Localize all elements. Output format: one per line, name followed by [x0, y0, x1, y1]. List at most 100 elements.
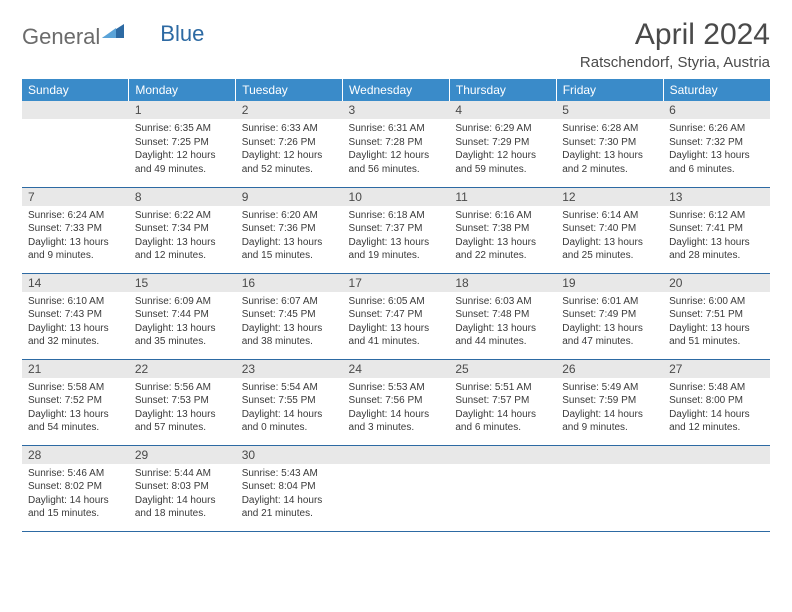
- calendar-cell: [663, 445, 770, 531]
- logo-text-general: General: [22, 24, 100, 50]
- calendar-cell: 14Sunrise: 6:10 AMSunset: 7:43 PMDayligh…: [22, 273, 129, 359]
- calendar-cell: 28Sunrise: 5:46 AMSunset: 8:02 PMDayligh…: [22, 445, 129, 531]
- day-number: 10: [343, 188, 450, 206]
- logo-text-blue: Blue: [160, 21, 204, 47]
- calendar-cell: 26Sunrise: 5:49 AMSunset: 7:59 PMDayligh…: [556, 359, 663, 445]
- day-number: 8: [129, 188, 236, 206]
- day-info: Sunrise: 6:05 AMSunset: 7:47 PMDaylight:…: [343, 292, 450, 353]
- day-info: Sunrise: 5:51 AMSunset: 7:57 PMDaylight:…: [449, 378, 556, 439]
- weekday-header: Wednesday: [343, 79, 450, 101]
- day-info: Sunrise: 6:31 AMSunset: 7:28 PMDaylight:…: [343, 119, 450, 180]
- day-number: 21: [22, 360, 129, 378]
- day-number: 22: [129, 360, 236, 378]
- calendar-cell: 16Sunrise: 6:07 AMSunset: 7:45 PMDayligh…: [236, 273, 343, 359]
- day-number: 7: [22, 188, 129, 206]
- day-info: Sunrise: 5:48 AMSunset: 8:00 PMDaylight:…: [663, 378, 770, 439]
- calendar-cell: 13Sunrise: 6:12 AMSunset: 7:41 PMDayligh…: [663, 187, 770, 273]
- calendar-cell: 10Sunrise: 6:18 AMSunset: 7:37 PMDayligh…: [343, 187, 450, 273]
- calendar-cell: 4Sunrise: 6:29 AMSunset: 7:29 PMDaylight…: [449, 101, 556, 187]
- calendar-cell: 12Sunrise: 6:14 AMSunset: 7:40 PMDayligh…: [556, 187, 663, 273]
- day-number: 15: [129, 274, 236, 292]
- calendar-row: 1Sunrise: 6:35 AMSunset: 7:25 PMDaylight…: [22, 101, 770, 187]
- calendar-row: 7Sunrise: 6:24 AMSunset: 7:33 PMDaylight…: [22, 187, 770, 273]
- calendar-cell: [343, 445, 450, 531]
- day-info: Sunrise: 5:46 AMSunset: 8:02 PMDaylight:…: [22, 464, 129, 525]
- day-info: Sunrise: 6:14 AMSunset: 7:40 PMDaylight:…: [556, 206, 663, 267]
- day-number: 5: [556, 101, 663, 119]
- empty-day: [343, 446, 450, 464]
- calendar-cell: 20Sunrise: 6:00 AMSunset: 7:51 PMDayligh…: [663, 273, 770, 359]
- location-text: Ratschendorf, Styria, Austria: [580, 54, 770, 71]
- calendar-row: 14Sunrise: 6:10 AMSunset: 7:43 PMDayligh…: [22, 273, 770, 359]
- calendar-cell: 7Sunrise: 6:24 AMSunset: 7:33 PMDaylight…: [22, 187, 129, 273]
- day-info: Sunrise: 6:28 AMSunset: 7:30 PMDaylight:…: [556, 119, 663, 180]
- day-number: 12: [556, 188, 663, 206]
- calendar-cell: 2Sunrise: 6:33 AMSunset: 7:26 PMDaylight…: [236, 101, 343, 187]
- day-info: Sunrise: 5:58 AMSunset: 7:52 PMDaylight:…: [22, 378, 129, 439]
- day-number: 27: [663, 360, 770, 378]
- calendar-cell: 5Sunrise: 6:28 AMSunset: 7:30 PMDaylight…: [556, 101, 663, 187]
- calendar-cell: 27Sunrise: 5:48 AMSunset: 8:00 PMDayligh…: [663, 359, 770, 445]
- day-number: 2: [236, 101, 343, 119]
- calendar-cell: 17Sunrise: 6:05 AMSunset: 7:47 PMDayligh…: [343, 273, 450, 359]
- day-info: Sunrise: 5:44 AMSunset: 8:03 PMDaylight:…: [129, 464, 236, 525]
- empty-day: [449, 446, 556, 464]
- weekday-header: Tuesday: [236, 79, 343, 101]
- day-number: 16: [236, 274, 343, 292]
- day-number: 1: [129, 101, 236, 119]
- calendar-cell: [449, 445, 556, 531]
- day-number: 20: [663, 274, 770, 292]
- day-info: Sunrise: 6:33 AMSunset: 7:26 PMDaylight:…: [236, 119, 343, 180]
- calendar-table: SundayMondayTuesdayWednesdayThursdayFrid…: [22, 79, 770, 532]
- calendar-cell: [22, 101, 129, 187]
- day-number: 26: [556, 360, 663, 378]
- day-number: 4: [449, 101, 556, 119]
- day-number: 11: [449, 188, 556, 206]
- day-info: Sunrise: 6:26 AMSunset: 7:32 PMDaylight:…: [663, 119, 770, 180]
- logo: General Blue: [22, 22, 204, 51]
- day-info: Sunrise: 6:01 AMSunset: 7:49 PMDaylight:…: [556, 292, 663, 353]
- weekday-header: Thursday: [449, 79, 556, 101]
- day-number: 6: [663, 101, 770, 119]
- day-info: Sunrise: 6:35 AMSunset: 7:25 PMDaylight:…: [129, 119, 236, 180]
- header: General Blue April 2024 Ratschendorf, St…: [22, 18, 770, 71]
- day-info: Sunrise: 6:12 AMSunset: 7:41 PMDaylight:…: [663, 206, 770, 267]
- day-info: Sunrise: 6:07 AMSunset: 7:45 PMDaylight:…: [236, 292, 343, 353]
- day-info: Sunrise: 6:00 AMSunset: 7:51 PMDaylight:…: [663, 292, 770, 353]
- calendar-body: 1Sunrise: 6:35 AMSunset: 7:25 PMDaylight…: [22, 101, 770, 531]
- calendar-cell: 19Sunrise: 6:01 AMSunset: 7:49 PMDayligh…: [556, 273, 663, 359]
- weekday-header-row: SundayMondayTuesdayWednesdayThursdayFrid…: [22, 79, 770, 101]
- calendar-cell: 6Sunrise: 6:26 AMSunset: 7:32 PMDaylight…: [663, 101, 770, 187]
- calendar-cell: 23Sunrise: 5:54 AMSunset: 7:55 PMDayligh…: [236, 359, 343, 445]
- day-number: 19: [556, 274, 663, 292]
- weekday-header: Friday: [556, 79, 663, 101]
- day-number: 25: [449, 360, 556, 378]
- month-title: April 2024: [580, 18, 770, 52]
- calendar-cell: 30Sunrise: 5:43 AMSunset: 8:04 PMDayligh…: [236, 445, 343, 531]
- day-number: 9: [236, 188, 343, 206]
- day-number: 23: [236, 360, 343, 378]
- day-number: 29: [129, 446, 236, 464]
- day-info: Sunrise: 6:24 AMSunset: 7:33 PMDaylight:…: [22, 206, 129, 267]
- day-number: 18: [449, 274, 556, 292]
- day-info: Sunrise: 6:22 AMSunset: 7:34 PMDaylight:…: [129, 206, 236, 267]
- calendar-cell: 15Sunrise: 6:09 AMSunset: 7:44 PMDayligh…: [129, 273, 236, 359]
- title-block: April 2024 Ratschendorf, Styria, Austria: [580, 18, 770, 71]
- calendar-cell: 18Sunrise: 6:03 AMSunset: 7:48 PMDayligh…: [449, 273, 556, 359]
- weekday-header: Sunday: [22, 79, 129, 101]
- day-info: Sunrise: 5:54 AMSunset: 7:55 PMDaylight:…: [236, 378, 343, 439]
- calendar-cell: 21Sunrise: 5:58 AMSunset: 7:52 PMDayligh…: [22, 359, 129, 445]
- calendar-cell: 1Sunrise: 6:35 AMSunset: 7:25 PMDaylight…: [129, 101, 236, 187]
- empty-day: [556, 446, 663, 464]
- day-info: Sunrise: 6:16 AMSunset: 7:38 PMDaylight:…: [449, 206, 556, 267]
- day-number: 3: [343, 101, 450, 119]
- day-number: 28: [22, 446, 129, 464]
- calendar-cell: 9Sunrise: 6:20 AMSunset: 7:36 PMDaylight…: [236, 187, 343, 273]
- weekday-header: Saturday: [663, 79, 770, 101]
- calendar-cell: 29Sunrise: 5:44 AMSunset: 8:03 PMDayligh…: [129, 445, 236, 531]
- day-info: Sunrise: 5:43 AMSunset: 8:04 PMDaylight:…: [236, 464, 343, 525]
- day-info: Sunrise: 5:49 AMSunset: 7:59 PMDaylight:…: [556, 378, 663, 439]
- day-number: 17: [343, 274, 450, 292]
- calendar-cell: 24Sunrise: 5:53 AMSunset: 7:56 PMDayligh…: [343, 359, 450, 445]
- calendar-cell: [556, 445, 663, 531]
